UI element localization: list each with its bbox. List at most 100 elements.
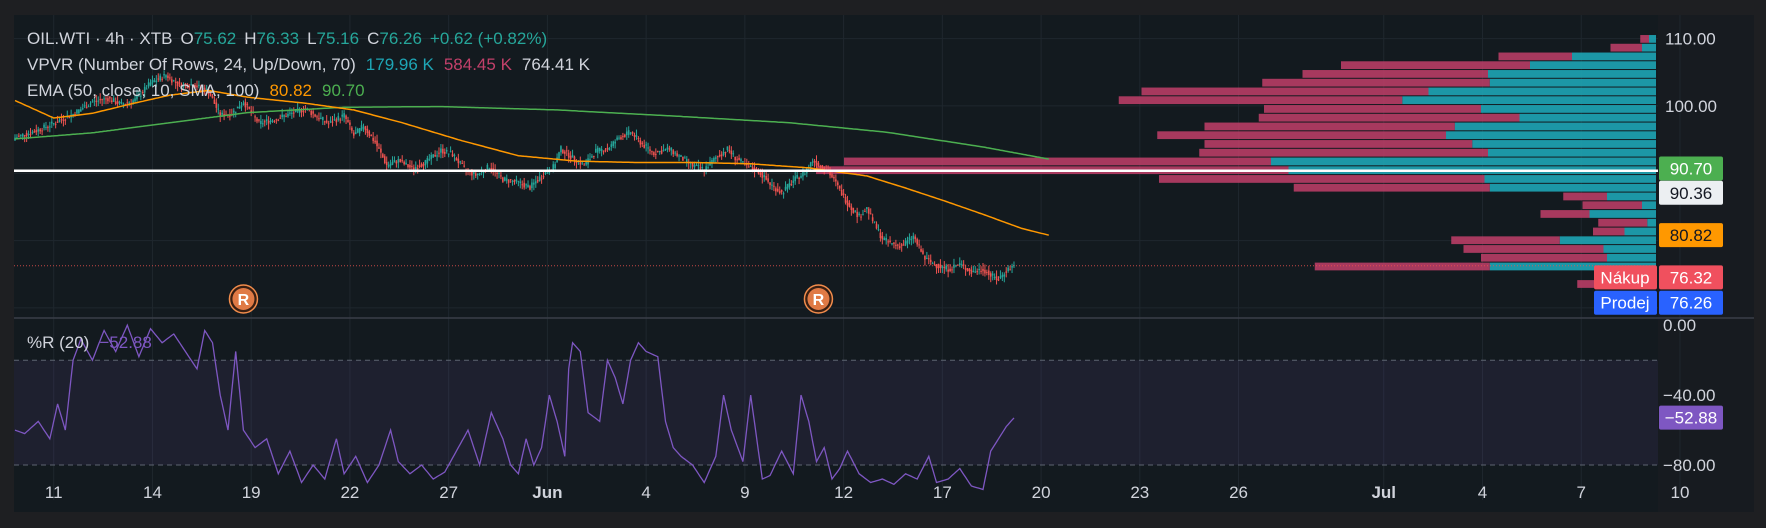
candle-body-168 [339,119,342,121]
candle-body-334 [660,150,663,154]
legend-vpvr-row[interactable]: VPVR (Number Of Rows, 24, Up/Down, 70) 17… [27,55,591,74]
candle-body-142 [289,112,291,114]
tag-sell-bg [1659,290,1723,315]
candle-body-330 [653,152,655,156]
candle-body-366 [722,151,725,155]
candle-body-198 [397,159,400,163]
candles[interactable] [14,70,1015,285]
candle-body-260 [517,180,520,182]
candle-body-43 [97,100,100,102]
candle-body-422 [831,174,833,178]
candle-body-164 [331,121,334,123]
candle-body-167 [337,116,340,120]
candle-body-319 [631,132,634,134]
candle-body-95 [198,84,200,87]
candle-body-242 [482,171,485,173]
candle-body-447 [879,232,882,238]
horizontal-lines[interactable] [14,169,1658,267]
candle-body-169 [341,114,343,117]
candle-body-437 [860,216,862,218]
vp-down-bar-19 [1582,201,1642,210]
candle-body-497 [976,271,978,273]
candle-body-53 [116,101,119,105]
candle-body-259 [515,179,518,181]
time-tick-11: 23 [1130,483,1149,502]
candle-body-407 [802,171,804,177]
candle-body-163 [329,120,332,123]
candle-body-103 [213,99,216,104]
candle-body-264 [525,184,527,186]
vp-down-bar-23 [1451,236,1560,245]
candle-body-282 [560,146,562,153]
wr-tick-1: −40.00 [1663,386,1715,405]
candle-body-376 [742,161,744,163]
candle-body-468 [920,249,922,252]
candle-body-71 [151,80,154,84]
candle-body-295 [585,161,587,165]
candle-body-465 [914,236,917,240]
candle-body-501 [984,269,986,274]
candle-body-340 [672,150,675,155]
candle-body-228 [455,158,458,161]
time-tick-0: 11 [45,483,63,502]
candle-body-252 [502,177,504,182]
candle-body-137 [279,117,282,119]
candle-body-417 [821,165,824,170]
candle-body-360 [711,160,713,165]
candle-body-375 [740,159,742,162]
vp-up-bar-14 [1271,157,1656,166]
open-value: 75.62 [194,29,237,48]
marker-text-0: R [238,292,250,309]
candle-body-341 [674,152,676,154]
time-axis[interactable]: 11 14 19 22 27 Jun 4 9 12 17 20 23 26 Jul 4 7 10 [45,483,1690,502]
candle-body-276 [548,172,551,174]
candle-body-182 [366,128,369,134]
candle-body-284 [564,151,566,154]
candle-body-460 [904,241,907,246]
vp-down-bar-18 [1563,192,1607,201]
tag-wr: −52.88 [1665,409,1717,428]
candle-body-483 [949,268,951,272]
candle-body-76 [161,78,163,80]
candle-body-287 [569,155,572,159]
candle-body-495 [972,271,975,273]
candle-body-352 [695,164,698,166]
vp-down-bar-6 [1141,87,1429,96]
candle-body-386 [761,171,764,178]
candle-body-328 [649,149,651,151]
candle-body-378 [746,164,748,166]
candle-body-389 [767,178,769,182]
candle-body-9 [31,131,34,134]
candle-body-292 [579,162,582,165]
legend: OIL.WTI · 4h · XTB O75.62 H76.33 L75.16 C76.… [27,29,591,352]
candle-body-320 [633,134,636,138]
candle-body-221 [442,148,444,154]
legend-wr-row[interactable]: %R (20) −52.88 [27,333,152,352]
legend-ema-row[interactable]: EMA (50, close, 10, SMA, 100) 80.82 90.70 [27,81,365,100]
candle-body-216 [432,154,434,158]
tag-ema-fast-bg [1659,223,1723,248]
close-value: 76.26 [379,29,422,48]
candle-body-357 [705,166,707,170]
candle-body-300 [595,148,597,153]
vp-up-bar-8 [1481,105,1656,113]
candle-body-440 [866,207,868,209]
candle-body-307 [608,148,611,150]
vp-up-bar-13 [1488,148,1656,157]
candle-body-388 [765,175,767,180]
candle-body-81 [171,79,173,83]
candle-body-355 [701,166,704,168]
candle-body-339 [670,147,673,151]
candle-body-255 [507,180,510,183]
candle-body-189 [380,148,382,153]
candle-body-343 [678,155,680,157]
candle-body-369 [728,149,731,152]
candle-body-326 [645,144,647,146]
candle-body-179 [360,125,363,131]
tag-buy-label: Nákup [1600,268,1649,287]
candle-body-82 [172,80,175,82]
candle-body-325 [643,145,645,148]
ema-fast-value: 80.82 [269,81,312,100]
